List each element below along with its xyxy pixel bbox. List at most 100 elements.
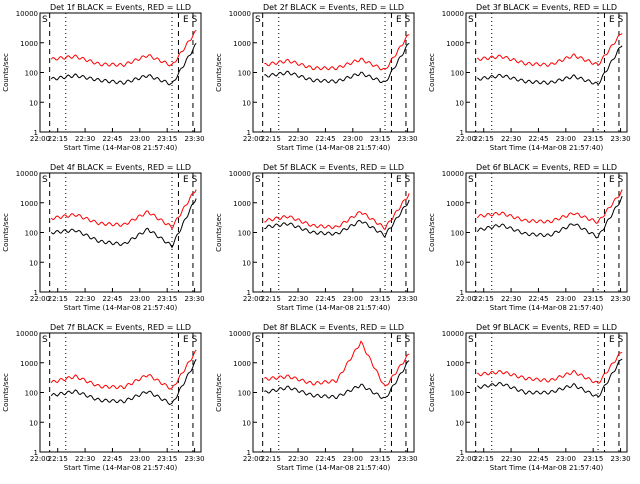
y-tick-label: 10 bbox=[29, 419, 38, 427]
x-tick-label: 22:45 bbox=[102, 135, 122, 143]
x-tick-label: 23:00 bbox=[556, 135, 576, 143]
panel-title: Det 6f BLACK = Events, RED = LLD bbox=[476, 163, 617, 172]
corner-label-right: E S bbox=[609, 335, 624, 345]
series-line-events bbox=[476, 195, 623, 239]
y-tick-label: 100 bbox=[238, 230, 251, 238]
x-tick-label: 23:00 bbox=[556, 455, 576, 463]
x-tick-label: 22:00 bbox=[243, 295, 263, 303]
y-axis-label: Counts/sec bbox=[2, 213, 10, 252]
y-tick-label: 100 bbox=[238, 390, 251, 398]
y-tick-label: 1000 bbox=[446, 360, 464, 368]
x-tick-label: 23:00 bbox=[130, 295, 150, 303]
corner-label-right: E S bbox=[396, 175, 411, 185]
series-line-lld bbox=[264, 34, 410, 71]
corner-label-left: S bbox=[255, 15, 261, 25]
y-tick-label: 10000 bbox=[442, 330, 464, 338]
x-axis-label: Start Time (14-Mar-08 21:57:40) bbox=[277, 464, 391, 472]
corner-label-right: E S bbox=[183, 335, 198, 345]
x-axis-label: Start Time (14-Mar-08 21:57:40) bbox=[490, 144, 604, 152]
y-tick-label: 1000 bbox=[233, 200, 251, 208]
y-tick-label: 10000 bbox=[16, 330, 38, 338]
corner-label-right: E S bbox=[396, 335, 411, 345]
x-tick-label: 22:15 bbox=[474, 455, 494, 463]
y-tick-label: 1000 bbox=[446, 40, 464, 48]
x-tick-label: 23:15 bbox=[370, 135, 390, 143]
y-tick-label: 10000 bbox=[442, 10, 464, 18]
y-tick-label: 100 bbox=[451, 390, 464, 398]
x-tick-label: 22:00 bbox=[456, 455, 476, 463]
y-tick-label: 10000 bbox=[229, 330, 251, 338]
x-tick-label: 22:00 bbox=[30, 455, 50, 463]
y-tick-label: 1 bbox=[247, 449, 251, 457]
x-tick-label: 22:15 bbox=[474, 295, 494, 303]
panel-title: Det 8f BLACK = Events, RED = LLD bbox=[263, 323, 404, 332]
panel-title: Det 4f BLACK = Events, RED = LLD bbox=[50, 163, 191, 172]
y-tick-label: 100 bbox=[238, 70, 251, 78]
plot-frame bbox=[252, 12, 415, 133]
x-tick-label: 22:00 bbox=[456, 295, 476, 303]
y-tick-label: 100 bbox=[25, 70, 38, 78]
corner-label-left: S bbox=[468, 335, 474, 345]
y-axis-label: Counts/sec bbox=[428, 53, 436, 92]
y-axis-label: Counts/sec bbox=[428, 213, 436, 252]
x-axis-label: Start Time (14-Mar-08 21:57:40) bbox=[64, 304, 178, 312]
x-tick-label: 23:00 bbox=[130, 135, 150, 143]
x-tick-label: 22:00 bbox=[30, 135, 50, 143]
x-tick-label: 22:30 bbox=[75, 455, 95, 463]
y-tick-label: 1000 bbox=[233, 360, 251, 368]
x-tick-label: 22:45 bbox=[315, 455, 335, 463]
y-tick-label: 10 bbox=[242, 419, 251, 427]
x-tick-label: 23:15 bbox=[157, 455, 177, 463]
y-tick-label: 10000 bbox=[16, 170, 38, 178]
x-tick-label: 23:15 bbox=[583, 455, 603, 463]
corner-label-left: S bbox=[42, 15, 48, 25]
x-tick-label: 23:30 bbox=[397, 455, 417, 463]
x-tick-label: 23:15 bbox=[370, 295, 390, 303]
x-tick-label: 22:45 bbox=[528, 295, 548, 303]
x-tick-label: 23:30 bbox=[184, 455, 204, 463]
x-tick-label: 23:00 bbox=[130, 455, 150, 463]
y-axis-label: Counts/sec bbox=[428, 373, 436, 412]
series-line-events bbox=[50, 43, 197, 86]
corner-label-right: E S bbox=[609, 15, 624, 25]
x-tick-label: 22:45 bbox=[102, 455, 122, 463]
y-tick-label: 10 bbox=[455, 99, 464, 107]
x-tick-label: 22:30 bbox=[288, 135, 308, 143]
y-tick-label: 10 bbox=[242, 259, 251, 267]
x-tick-label: 22:45 bbox=[102, 295, 122, 303]
x-axis-label: Start Time (14-Mar-08 21:57:40) bbox=[64, 144, 178, 152]
series-line-lld bbox=[264, 340, 410, 387]
x-tick-label: 22:15 bbox=[48, 135, 68, 143]
plot-frame bbox=[39, 12, 202, 133]
series-line-events bbox=[477, 358, 623, 398]
x-tick-label: 22:15 bbox=[261, 135, 281, 143]
panel-title: Det 3f BLACK = Events, RED = LLD bbox=[476, 3, 617, 12]
x-tick-label: 23:30 bbox=[184, 295, 204, 303]
x-tick-label: 22:30 bbox=[501, 295, 521, 303]
panel-title: Det 7f BLACK = Events, RED = LLD bbox=[50, 323, 191, 332]
x-tick-label: 23:00 bbox=[343, 295, 363, 303]
x-tick-label: 22:15 bbox=[474, 135, 494, 143]
x-tick-label: 23:30 bbox=[610, 455, 630, 463]
panel-title: Det 2f BLACK = Events, RED = LLD bbox=[263, 3, 404, 12]
panel-title: Det 5f BLACK = Events, RED = LLD bbox=[263, 163, 404, 172]
series-line-lld bbox=[476, 189, 623, 224]
series-line-lld bbox=[50, 189, 197, 230]
x-tick-label: 22:30 bbox=[288, 295, 308, 303]
y-tick-label: 1000 bbox=[20, 360, 38, 368]
x-axis-label: Start Time (14-Mar-08 21:57:40) bbox=[277, 304, 391, 312]
x-tick-label: 23:30 bbox=[397, 135, 417, 143]
x-tick-label: 23:30 bbox=[397, 295, 417, 303]
corner-label-left: S bbox=[42, 335, 48, 345]
x-tick-label: 23:00 bbox=[556, 295, 576, 303]
y-tick-label: 1 bbox=[460, 289, 464, 297]
plot-frame bbox=[39, 332, 202, 453]
x-tick-label: 22:30 bbox=[501, 135, 521, 143]
